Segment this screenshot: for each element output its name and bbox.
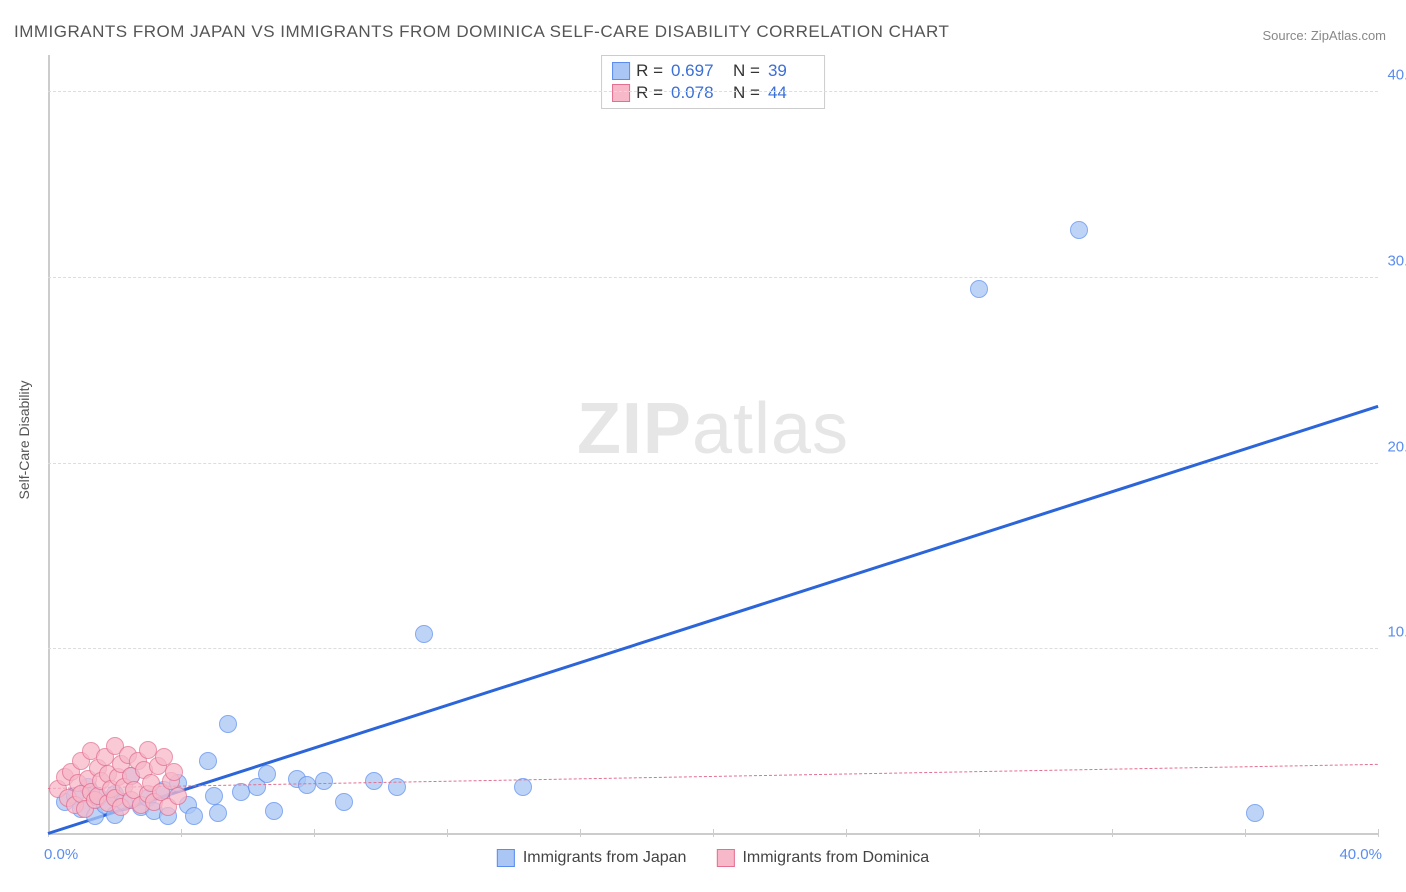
- legend-label: Immigrants from Dominica: [742, 849, 929, 867]
- x-tick: [1245, 829, 1246, 837]
- data-point: [265, 802, 283, 820]
- x-tick: [181, 829, 182, 837]
- watermark: ZIPatlas: [577, 388, 849, 470]
- x-tick: [979, 829, 980, 837]
- stat-r-value: 0.078: [671, 83, 717, 103]
- stat-r-label: R =: [636, 83, 663, 103]
- y-tick-label: 10.0%: [1387, 624, 1406, 641]
- data-point: [258, 765, 276, 783]
- legend-swatch: [716, 849, 734, 867]
- plot-area: ZIPatlas R =0.697N =39R =0.078N =44 Immi…: [48, 55, 1378, 835]
- legend-swatch: [612, 84, 630, 102]
- x-tick: [580, 829, 581, 837]
- gridline: [48, 648, 1378, 649]
- x-tick-min: 0.0%: [44, 846, 78, 863]
- data-point: [335, 793, 353, 811]
- data-point: [1070, 221, 1088, 239]
- data-point: [199, 752, 217, 770]
- data-point: [232, 783, 250, 801]
- stat-r-label: R =: [636, 61, 663, 81]
- data-point: [315, 772, 333, 790]
- legend-label: Immigrants from Japan: [523, 849, 687, 867]
- stat-n-value: 44: [768, 83, 814, 103]
- legend-item: Immigrants from Japan: [497, 849, 687, 867]
- data-point: [139, 741, 157, 759]
- data-point: [165, 763, 183, 781]
- y-axis-label: Self-Care Disability: [16, 380, 32, 499]
- x-tick-max: 40.0%: [1339, 846, 1382, 863]
- data-point: [388, 778, 406, 796]
- data-point: [415, 625, 433, 643]
- x-tick: [447, 829, 448, 837]
- data-point: [169, 787, 187, 805]
- x-tick: [846, 829, 847, 837]
- x-tick: [713, 829, 714, 837]
- x-tick: [1378, 829, 1379, 837]
- chart-title: IMMIGRANTS FROM JAPAN VS IMMIGRANTS FROM…: [14, 22, 949, 42]
- data-point: [205, 787, 223, 805]
- legend-item: Immigrants from Dominica: [716, 849, 929, 867]
- y-tick-label: 40.0%: [1387, 67, 1406, 84]
- stat-r-value: 0.697: [671, 61, 717, 81]
- gridline: [48, 91, 1378, 92]
- gridline: [48, 277, 1378, 278]
- data-point: [209, 804, 227, 822]
- y-axis: [48, 55, 50, 835]
- data-point: [298, 776, 316, 794]
- stat-n-label: N =: [733, 61, 760, 81]
- x-tick: [1112, 829, 1113, 837]
- stat-n-value: 39: [768, 61, 814, 81]
- y-tick-label: 20.0%: [1387, 438, 1406, 455]
- legend-swatch: [612, 62, 630, 80]
- data-point: [970, 280, 988, 298]
- y-tick-label: 30.0%: [1387, 252, 1406, 269]
- legend-swatch: [497, 849, 515, 867]
- stat-n-label: N =: [733, 83, 760, 103]
- stats-row: R = 0.078 N = 44: [612, 82, 814, 104]
- data-point: [185, 807, 203, 825]
- source-label: Source: ZipAtlas.com: [1262, 28, 1386, 43]
- x-tick: [314, 829, 315, 837]
- stats-legend: R = 0.697 N = 39 R = 0.078 N = 44: [601, 55, 825, 109]
- stats-row: R = 0.697 N = 39: [612, 60, 814, 82]
- series-legend: Immigrants from Japan Immigrants from Dom…: [497, 849, 929, 867]
- data-point: [219, 715, 237, 733]
- gridline: [48, 463, 1378, 464]
- data-point: [1246, 804, 1264, 822]
